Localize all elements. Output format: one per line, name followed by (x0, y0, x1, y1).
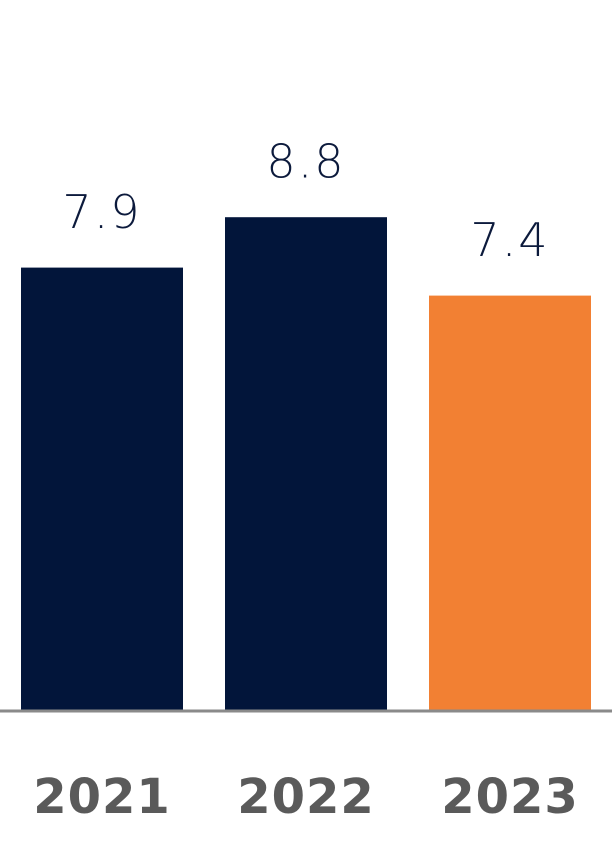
bar (225, 217, 387, 710)
bar (429, 295, 591, 710)
value-label: 7.9 (62, 185, 141, 239)
value-label: 7.4 (470, 213, 549, 267)
value-label: 8.8 (266, 135, 345, 189)
x-tick-label: 2023 (441, 769, 579, 825)
bar (21, 267, 183, 710)
x-tick-label: 2022 (237, 769, 375, 825)
x-tick-label: 2021 (33, 769, 171, 825)
